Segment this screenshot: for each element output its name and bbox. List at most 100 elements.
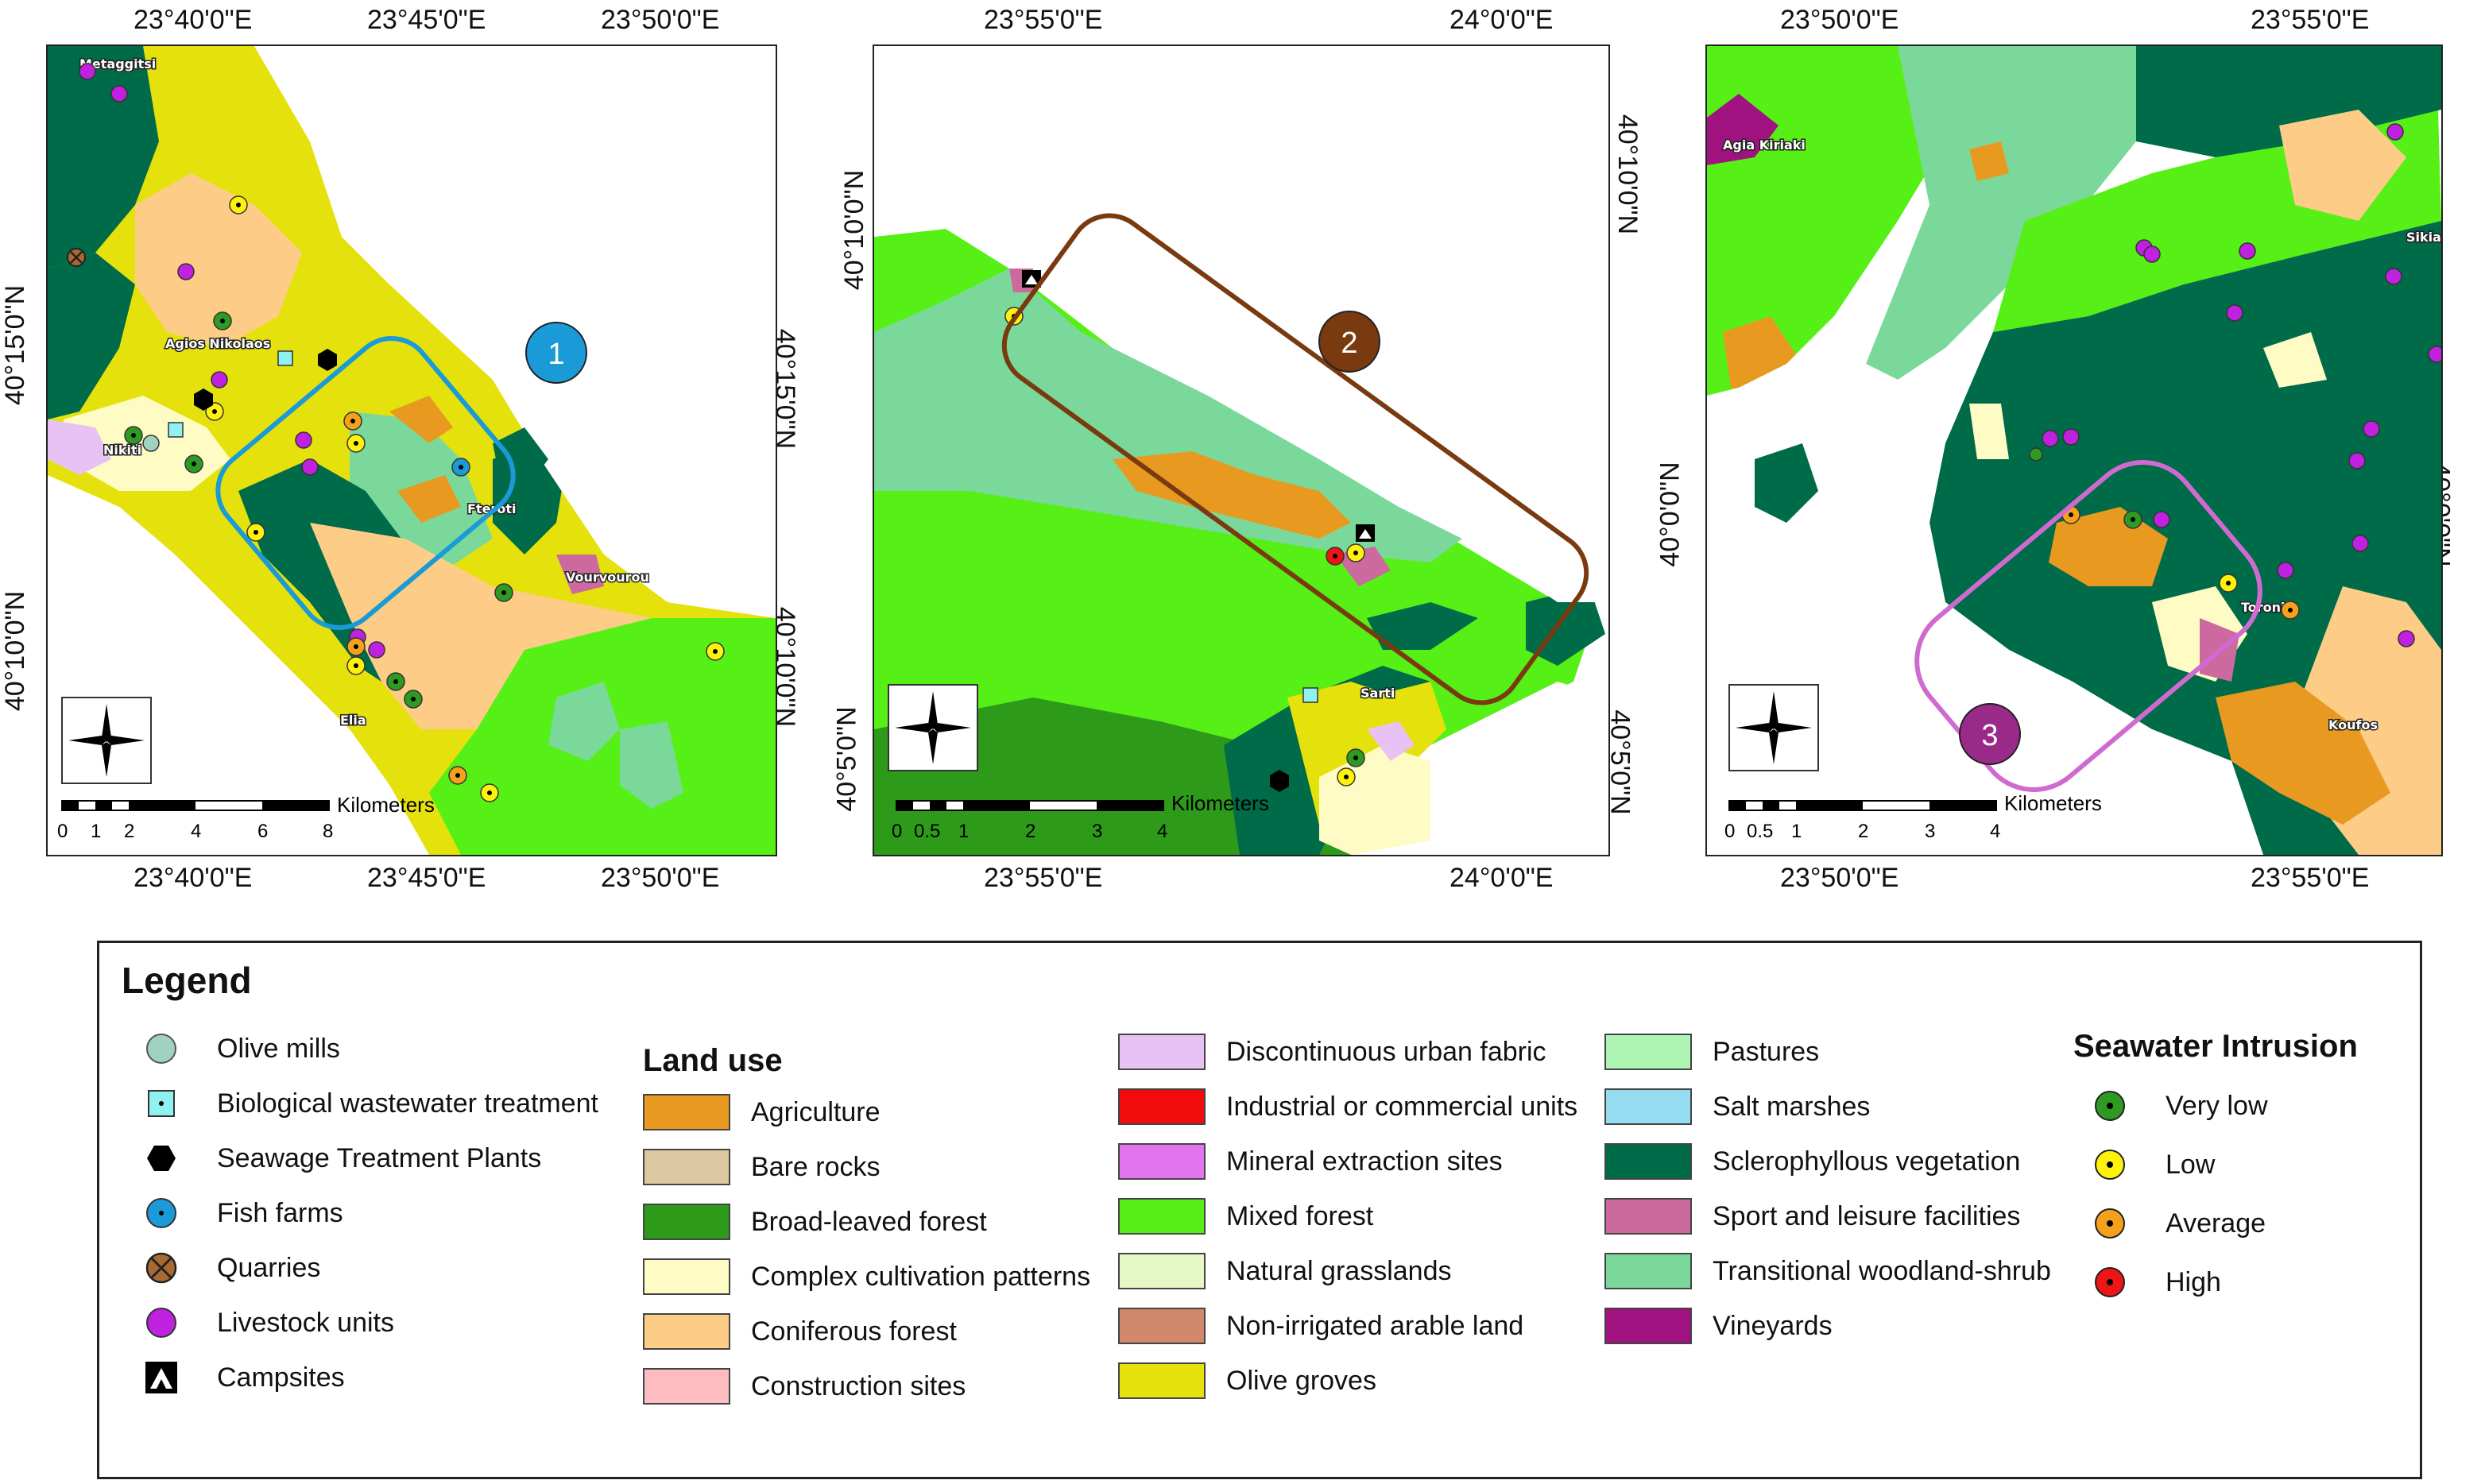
legend-item-land-use: Broad-leaved forest (643, 1204, 987, 1240)
legend-item-land-use: Complex cultivation patterns (643, 1258, 1090, 1295)
map1-bottom-label-2: 23°45'0"E (367, 863, 486, 893)
map3-scale-title: Kilometers (2004, 791, 2102, 815)
high-icon (2086, 1264, 2134, 1300)
legend-label: Campsites (217, 1362, 345, 1393)
salt-marshes-swatch (1604, 1088, 1692, 1125)
map2-bottom-label-1: 23°55'0"E (984, 863, 1103, 893)
town-fteroti: Fteroti (467, 501, 516, 516)
map1-left-label-2: 40°10'0"N (0, 590, 31, 712)
legend-label: Pastures (1713, 1036, 1820, 1067)
legend-item-olive-mills: Olive mills (137, 1030, 340, 1067)
map2-scale-tick: 4 (1157, 821, 1167, 842)
wastewater-treatment-icon (137, 1085, 185, 1122)
sport-leisure-swatch (1604, 1198, 1692, 1235)
map1-top-label-3: 23°50'0"E (601, 5, 720, 35)
town-agia-kiriaki: Agia Kiriaki (1723, 137, 1806, 153)
map3-top-label-1: 23°50'0"E (1780, 5, 1899, 35)
legend-item-campsites: Campsites (137, 1359, 345, 1396)
legend-label: Salt marshes (1713, 1091, 1871, 1122)
legend-label: Discontinuous urban fabric (1226, 1036, 1546, 1067)
map3-scale-tick: 3 (1925, 821, 1935, 842)
industrial-swatch (1118, 1088, 1206, 1125)
legend-label: Very low (2166, 1090, 2268, 1121)
legend-label: Biological wastewater treatment (217, 1088, 599, 1119)
map3-scale-tick: 4 (1990, 821, 2000, 842)
seawater-title: Seawater Intrusion (2073, 1029, 2358, 1064)
legend-item-sewage-plants: Seawage Treatment Plants (137, 1140, 541, 1177)
map1-top-label-1: 23°40'0"E (134, 5, 253, 35)
map2-scale-tick: 2 (1025, 821, 1035, 842)
legend-item-land-use: Salt marshes (1604, 1088, 1870, 1125)
transitional-woodland-swatch (1604, 1253, 1692, 1289)
map3-left-label-1: 40°0'0"N (1655, 462, 1686, 567)
legend-label: Non-irrigated arable land (1226, 1310, 1524, 1341)
legend-label: Bare rocks (751, 1151, 881, 1182)
legend-label: Sport and leisure facilities (1713, 1200, 2021, 1231)
legend-title: Legend (122, 960, 252, 1001)
town-vourvourou: Vourvourou (566, 570, 649, 585)
map1-bottom-label-1: 23°40'0"E (134, 863, 253, 893)
map2-zone-label: 2 (1341, 327, 1357, 360)
legend-item-seawater: Very low (2086, 1088, 2268, 1124)
legend-label: Low (2166, 1149, 2216, 1180)
map1-scale-tick: 8 (323, 821, 333, 842)
legend-label: Livestock units (217, 1307, 394, 1338)
map2-scale-tick: 1 (958, 821, 969, 842)
map3-scale-tick: 2 (1858, 821, 1868, 842)
olive-groves-swatch (1118, 1362, 1206, 1399)
land-use-title: Land use (643, 1043, 783, 1078)
legend-label: Olive mills (217, 1033, 340, 1064)
map2-scale-tick: 0 (892, 821, 902, 842)
legend-item-fish-farms: Fish farms (137, 1195, 343, 1231)
map3-scale-tick: 1 (1791, 821, 1802, 842)
legend-label: Coniferous forest (751, 1316, 957, 1347)
legend-label: Complex cultivation patterns (751, 1261, 1091, 1292)
map2-bottom-label-2: 24°0'0"E (1450, 863, 1554, 893)
quarry-icon (137, 1250, 185, 1286)
map1-scale-tick: 0 (57, 821, 68, 842)
sclerophyllous-swatch (1604, 1143, 1692, 1180)
legend-label: Transitional woodland-shrub (1713, 1255, 2051, 1286)
legend-item-land-use: Natural grasslands (1118, 1253, 1451, 1289)
map2-land-use: Sarti 2 (874, 46, 1608, 855)
fish-farm-icon (137, 1195, 185, 1231)
natural-grasslands-swatch (1118, 1253, 1206, 1289)
legend-item-seawater: High (2086, 1264, 2221, 1300)
legend-label: Quarries (217, 1252, 321, 1283)
map3-frame: Agia Kiriaki Sikia Toroni Koufos (1705, 44, 2443, 856)
legend-item-wastewater: Biological wastewater treatment (137, 1085, 598, 1122)
legend-label: Fish farms (217, 1197, 343, 1228)
urban-fabric-swatch (1118, 1034, 1206, 1070)
legend-item-land-use: Transitional woodland-shrub (1604, 1253, 2051, 1289)
vineyards-swatch (1604, 1308, 1692, 1344)
legend-label: Mineral extraction sites (1226, 1146, 1503, 1177)
map1-zone-label: 1 (548, 338, 564, 371)
map1-scale-tick: 1 (91, 821, 101, 842)
town-agios-nikolaos: Agios Nikolaos (165, 336, 270, 351)
legend-item-land-use: Vineyards (1604, 1308, 1833, 1344)
map2-top-label-2: 24°0'0"E (1450, 5, 1554, 35)
map1-top-label-2: 23°45'0"E (367, 5, 486, 35)
sewage-hexagon-icon (137, 1140, 185, 1177)
map3-points (2029, 123, 2441, 647)
legend-label: Seawage Treatment Plants (217, 1142, 542, 1173)
town-toroni: Toroni (2241, 600, 2286, 615)
map2-scale-tick: 3 (1092, 821, 1102, 842)
legend-item-land-use: Bare rocks (643, 1149, 881, 1185)
mineral-extraction-swatch (1118, 1143, 1206, 1180)
map3-land-use: Agia Kiriaki Sikia Toroni Koufos (1707, 46, 2441, 855)
average-icon (2086, 1205, 2134, 1242)
map1-frame: Metaggitsi Agios Nikolaos Nikiti Fteroti… (46, 44, 777, 856)
legend-item-land-use: Industrial or commercial units (1118, 1088, 1577, 1125)
legend-item-seawater: Average (2086, 1205, 2266, 1242)
map3-bottom-label-2: 23°55'0"E (2251, 863, 2370, 893)
map2-scale-tick: 0.5 (914, 821, 940, 842)
legend-label: Olive groves (1226, 1365, 1376, 1396)
town-metaggitsi: Metaggitsi (79, 56, 156, 71)
map3-scale-tick: 0.5 (1747, 821, 1773, 842)
map1-bottom-label-3: 23°50'0"E (601, 863, 720, 893)
construction-sites-swatch (643, 1368, 730, 1405)
legend-label: Agriculture (751, 1096, 881, 1127)
legend-item-seawater: Low (2086, 1146, 2215, 1183)
legend-label: Mixed forest (1226, 1200, 1374, 1231)
